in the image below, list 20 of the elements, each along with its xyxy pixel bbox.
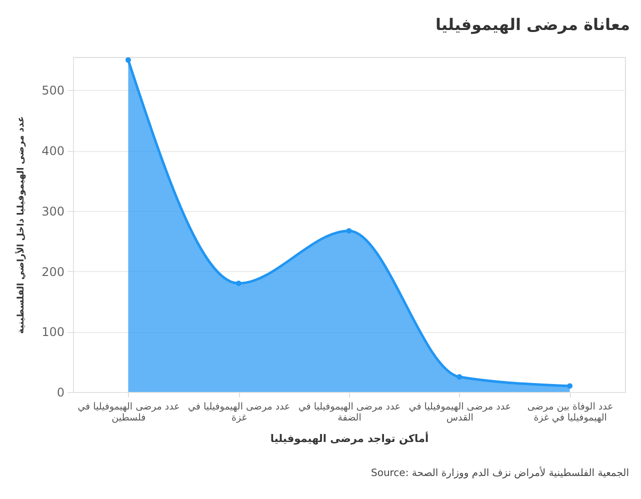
y-tick-label: 100	[42, 325, 64, 340]
x-tick-label: عدد مرضى الهيموفيليا في غزة	[188, 402, 290, 424]
point	[125, 57, 131, 63]
point	[456, 374, 462, 380]
y-tick-label: 500	[42, 84, 64, 98]
x-tick-label: عدد مرضى الهيموفيليا في الضفة	[298, 402, 401, 424]
point	[567, 383, 573, 389]
x-tick-label: عدد مرضى الهيموفيليا في القدس	[408, 402, 512, 424]
point	[236, 280, 242, 286]
chart-title: معاناة مرضى الهيموفيليا	[436, 15, 630, 34]
x-axis-title: أماكن تواجد مرضى الهيموفيليا	[270, 431, 429, 445]
point	[346, 228, 352, 234]
y-tick-label: 200	[42, 264, 64, 279]
y-axis-title: عدد مرضى الهيموفيليا داخل الأراضي الفلسطينية	[14, 116, 27, 334]
x-tick-label: عدد مرضى الهيموفيليا في فلسطين	[78, 402, 180, 424]
x-tick-label: عدد الوفاة بين مرضى الهيموفيليا في غزة	[527, 402, 614, 424]
y-tick-label: 400	[42, 144, 64, 158]
y-tick-label: 300	[42, 204, 64, 218]
source-note: Source: الجمعية الفلسطينية لأمراض نزف الدم ووزارة الصحة	[370, 466, 629, 479]
y-tick-label: 0	[56, 386, 64, 400]
